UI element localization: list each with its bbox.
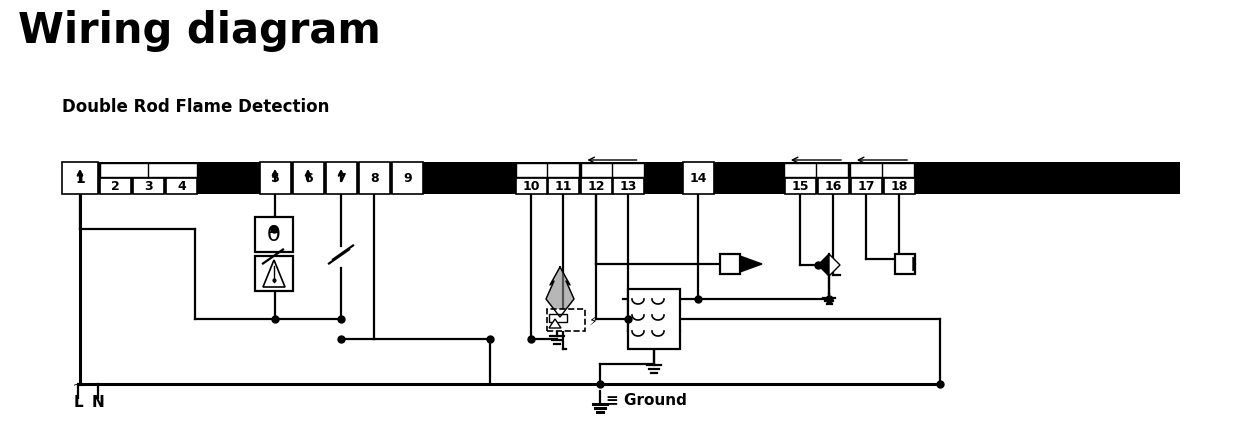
Bar	[818, 178, 850, 195]
Text: 11: 11	[555, 180, 573, 193]
Text: 14: 14	[689, 172, 707, 185]
Bar	[133, 178, 164, 195]
Bar	[515, 164, 579, 178]
Bar	[255, 256, 293, 291]
Bar	[683, 163, 714, 195]
Bar	[628, 289, 681, 349]
Bar	[392, 163, 424, 195]
Text: ~: ~	[73, 380, 83, 390]
Bar	[548, 178, 579, 195]
Bar	[101, 178, 130, 195]
Bar	[580, 164, 643, 178]
Text: 18: 18	[891, 180, 908, 193]
Text: 9: 9	[404, 172, 412, 185]
Bar	[581, 178, 612, 195]
Text: 2: 2	[111, 180, 120, 193]
Bar	[785, 178, 816, 195]
Polygon shape	[546, 268, 574, 317]
Text: 12: 12	[587, 180, 605, 193]
Bar	[546, 309, 585, 331]
Text: 13: 13	[620, 180, 637, 193]
Bar	[166, 178, 197, 195]
Text: 10: 10	[523, 180, 540, 193]
Polygon shape	[740, 256, 763, 272]
Bar	[549, 314, 568, 322]
Bar	[895, 254, 915, 274]
Bar	[62, 163, 98, 195]
Bar	[99, 164, 196, 178]
Bar	[851, 178, 882, 195]
Text: 15: 15	[791, 180, 810, 193]
Bar	[260, 163, 291, 195]
Bar	[255, 218, 293, 253]
Text: Double Rod Flame Detection: Double Rod Flame Detection	[62, 98, 329, 116]
Bar	[850, 164, 914, 178]
Polygon shape	[913, 257, 915, 271]
Bar	[884, 178, 915, 195]
Text: Wiring diagram: Wiring diagram	[17, 10, 381, 52]
Bar	[784, 164, 848, 178]
Text: 3: 3	[144, 180, 153, 193]
Text: 6: 6	[304, 172, 313, 185]
Polygon shape	[828, 254, 840, 276]
Polygon shape	[818, 254, 828, 276]
Text: ⚡: ⚡	[589, 314, 597, 327]
Text: 5: 5	[271, 172, 279, 185]
Text: L: L	[73, 394, 83, 409]
Text: 1: 1	[75, 172, 84, 186]
Text: 17: 17	[858, 180, 876, 193]
Polygon shape	[549, 319, 561, 328]
Bar	[293, 163, 324, 195]
Text: 4: 4	[178, 180, 186, 193]
Text: 7: 7	[337, 172, 345, 185]
Bar	[359, 163, 390, 195]
Text: 16: 16	[825, 180, 842, 193]
Polygon shape	[263, 260, 284, 287]
Bar	[62, 163, 1180, 195]
Text: 8: 8	[370, 172, 379, 185]
Text: θ: θ	[267, 225, 281, 245]
Text: ≡ Ground: ≡ Ground	[606, 393, 687, 408]
Text: N: N	[92, 394, 104, 409]
Bar	[325, 163, 356, 195]
Bar	[515, 178, 546, 195]
Bar	[614, 178, 645, 195]
Bar	[720, 254, 740, 274]
